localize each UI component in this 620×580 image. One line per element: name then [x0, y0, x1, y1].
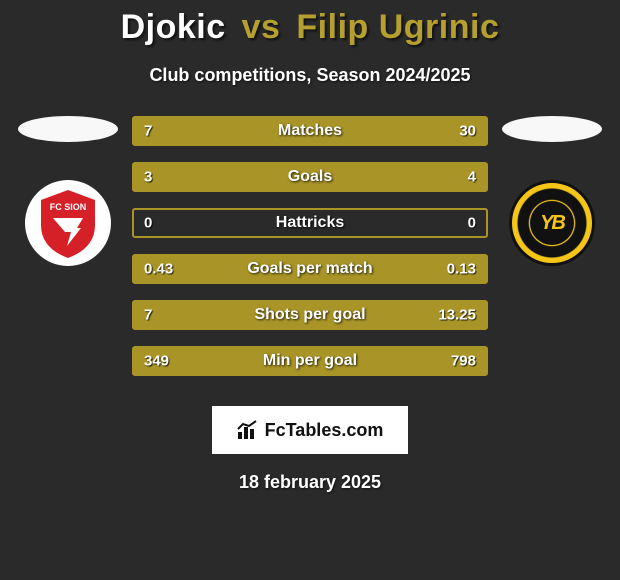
- left-flag: [18, 116, 118, 142]
- stat-value-right: 4: [468, 169, 476, 186]
- club-badge-sion: FC SION: [25, 180, 111, 266]
- stat-value-left: 0: [144, 215, 152, 232]
- stat-label: Goals per match: [247, 260, 372, 278]
- club-badge-young-boys: YB: [509, 180, 595, 266]
- stat-row: 0.43 0.13 Goals per match: [132, 254, 488, 284]
- stat-bar-left: [134, 164, 282, 190]
- stats-table: 7 30 Matches 3 4 Goals 0 0 Hattricks 0.43 0.13 Goal…: [128, 116, 492, 392]
- comparison-title: Djokic vs Filip Ugrinic: [0, 0, 620, 47]
- stat-value-left: 7: [144, 123, 152, 140]
- chart-icon: [237, 420, 259, 440]
- stat-row: 7 13.25 Shots per goal: [132, 300, 488, 330]
- stat-row: 0 0 Hattricks: [132, 208, 488, 238]
- stat-label: Matches: [278, 122, 342, 140]
- stat-value-right: 0: [468, 215, 476, 232]
- date-label: 18 february 2025: [0, 472, 620, 493]
- stat-value-left: 349: [144, 353, 169, 370]
- stat-label: Min per goal: [263, 352, 357, 370]
- stat-label: Goals: [288, 168, 332, 186]
- branding-text: FcTables.com: [265, 420, 384, 441]
- stat-row: 3 4 Goals: [132, 162, 488, 192]
- vs-label: vs: [242, 8, 281, 46]
- right-side: YB: [492, 116, 612, 266]
- svg-text:FC SION: FC SION: [50, 202, 87, 212]
- stat-value-left: 3: [144, 169, 152, 186]
- stat-value-right: 30: [459, 123, 476, 140]
- player1-name: Djokic: [121, 8, 226, 46]
- right-flag: [502, 116, 602, 142]
- yb-badge-text: YB: [530, 201, 574, 245]
- branding-banner[interactable]: FcTables.com: [212, 406, 408, 454]
- stat-value-right: 798: [451, 353, 476, 370]
- left-side: FC SION: [8, 116, 128, 266]
- stat-row: 7 30 Matches: [132, 116, 488, 146]
- stat-label: Hattricks: [276, 214, 344, 232]
- stat-label: Shots per goal: [254, 306, 365, 324]
- content-area: FC SION 7 30 Matches 3 4 Goals 0 0 Hattricks 0.43…: [0, 116, 620, 392]
- stat-value-left: 7: [144, 307, 152, 324]
- stat-value-right: 13.25: [438, 307, 476, 324]
- stat-value-right: 0.13: [447, 261, 476, 278]
- stat-value-left: 0.43: [144, 261, 173, 278]
- subtitle: Club competitions, Season 2024/2025: [0, 65, 620, 86]
- stat-row: 349 798 Min per goal: [132, 346, 488, 376]
- player2-name: Filip Ugrinic: [296, 8, 499, 46]
